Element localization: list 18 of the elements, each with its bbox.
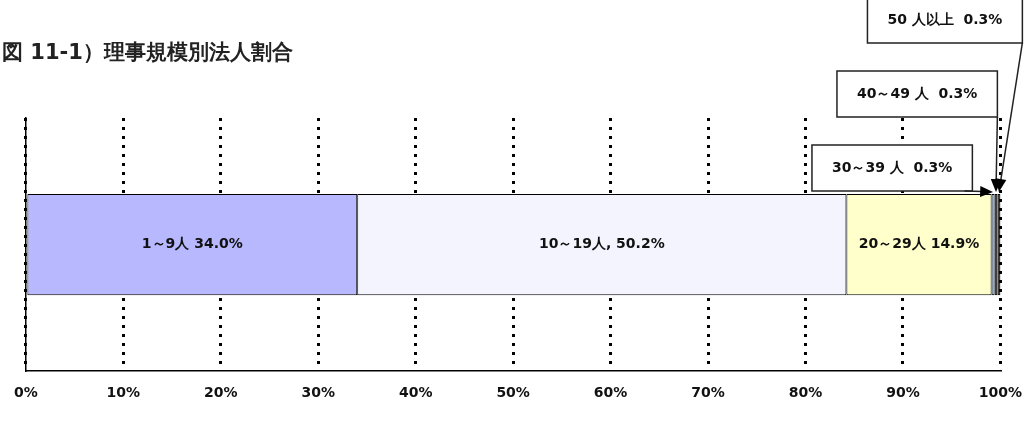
- x-tick-label: 70%: [691, 384, 725, 401]
- x-tick-label: 80%: [788, 384, 823, 401]
- x-tick-label: 90%: [886, 384, 920, 401]
- annotation: 30～39 人 0.3%: [831, 158, 953, 175]
- x-tick-label: 30%: [301, 384, 335, 401]
- data-label: 20～29人 14.9%: [858, 235, 980, 252]
- data-label: 1～9人 34.0%: [141, 235, 243, 252]
- x-tick-label: 60%: [593, 384, 628, 401]
- text: 50 人以上 0.3%: [887, 10, 1003, 27]
- chart-title: 図 11-1）理事規模別法人割合: [2, 39, 293, 66]
- x-tick-label: 20%: [204, 384, 238, 401]
- x-tick-label: 100%: [978, 384, 1023, 401]
- x-tick-label: 10%: [106, 384, 141, 401]
- text: 40～49 人 0.3%: [856, 84, 978, 101]
- x-tick-label: 50%: [496, 384, 530, 401]
- data-label: 10～19人, 50.2%: [538, 235, 665, 252]
- x-tick-label: 0%: [13, 384, 38, 401]
- x-tick-label: 40%: [398, 384, 433, 401]
